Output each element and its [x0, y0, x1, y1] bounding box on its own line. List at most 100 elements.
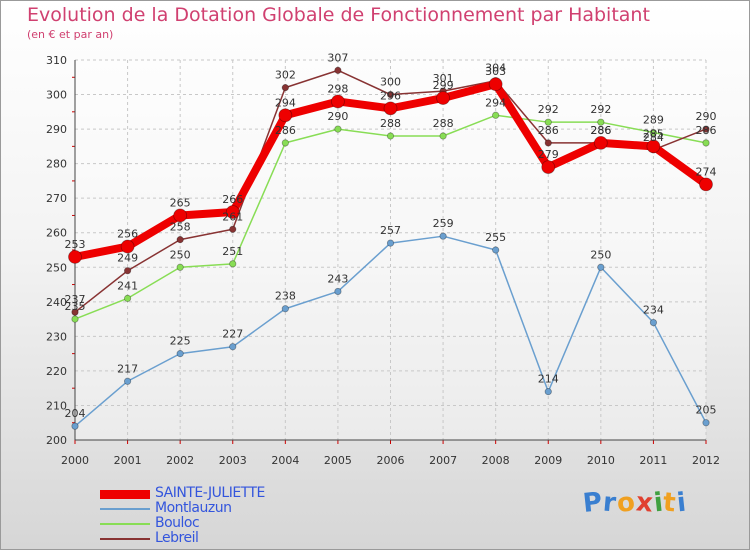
legend-swatch: [100, 523, 150, 525]
data-point-lebreil: [229, 225, 237, 233]
logo-letter: x: [634, 487, 655, 519]
data-label-montlauzun: 225: [170, 335, 191, 348]
data-label-lebreil: 261: [222, 210, 243, 223]
data-point-sainte-juliette: [120, 239, 135, 254]
data-label-bouloc: 294: [485, 96, 506, 109]
data-label-sainte-juliette: 303: [485, 65, 506, 78]
data-point-lebreil: [702, 125, 710, 133]
data-label-lebreil: 290: [696, 110, 717, 123]
data-point-bouloc: [123, 294, 132, 302]
data-point-montlauzun: [492, 246, 500, 254]
data-label-montlauzun: 217: [117, 362, 138, 375]
data-label-lebreil: 258: [170, 221, 191, 234]
proxiti-logo: Proxiti: [581, 487, 689, 519]
chart-subtitle: (en € et par an): [27, 28, 114, 41]
data-label-bouloc: 290: [327, 110, 348, 123]
y-tick-label: 250: [46, 261, 67, 274]
y-tick-label: 260: [46, 227, 67, 240]
data-point-lebreil: [71, 308, 79, 316]
data-point-lebreil: [281, 84, 289, 92]
data-label-montlauzun: 257: [380, 224, 401, 237]
legend-label: Bouloc: [155, 515, 200, 531]
data-point-bouloc: [334, 125, 342, 133]
data-point-montlauzun: [597, 263, 605, 271]
data-label-bouloc: 288: [433, 117, 454, 130]
data-label-bouloc: 286: [696, 124, 717, 137]
x-tick-label: 2002: [166, 454, 194, 467]
legend-swatch: [100, 508, 150, 510]
data-label-montlauzun: 214: [538, 373, 559, 386]
y-tick-label: 200: [46, 434, 67, 447]
data-label-bouloc: 241: [117, 279, 138, 292]
data-label-montlauzun: 238: [275, 290, 296, 303]
x-tick-label: 2000: [61, 454, 89, 467]
data-point-sainte-juliette: [488, 77, 503, 92]
data-point-montlauzun: [386, 239, 395, 247]
data-label-bouloc: 235: [65, 300, 86, 313]
data-label-sainte-juliette: 266: [222, 193, 243, 206]
x-tick-label: 2012: [692, 454, 720, 467]
x-tick-label: 2011: [639, 454, 667, 467]
x-tick-label: 2001: [114, 454, 142, 467]
legend-swatch: [100, 489, 150, 499]
data-point-montlauzun: [334, 287, 342, 296]
data-label-montlauzun: 243: [327, 272, 348, 285]
data-point-bouloc: [702, 139, 710, 147]
data-label-montlauzun: 204: [65, 407, 86, 420]
data-label-sainte-juliette: 285: [643, 127, 664, 140]
data-label-bouloc: 286: [275, 124, 296, 137]
chart-title: Evolution de la Dotation Globale de Fonc…: [27, 4, 650, 26]
data-label-sainte-juliette: 265: [170, 196, 191, 209]
data-label-bouloc: 292: [538, 103, 559, 116]
x-tick-label: 2006: [377, 454, 405, 467]
legend-label: Montlauzun: [155, 500, 232, 516]
data-point-bouloc: [439, 132, 447, 140]
legend-label: SAINTE-JULIETTE: [155, 485, 265, 501]
data-point-montlauzun: [123, 377, 132, 385]
data-point-montlauzun: [281, 305, 289, 313]
data-label-sainte-juliette: 253: [65, 238, 86, 251]
data-point-sainte-juliette: [383, 101, 398, 116]
data-label-sainte-juliette: 286: [590, 124, 611, 137]
x-tick-label: 2005: [324, 454, 352, 467]
data-label-montlauzun: 234: [643, 304, 664, 317]
data-label-sainte-juliette: 294: [275, 96, 296, 109]
y-tick-label: 210: [46, 399, 67, 412]
data-point-bouloc: [386, 132, 395, 140]
data-label-lebreil: 237: [65, 293, 86, 306]
data-point-bouloc: [544, 118, 552, 126]
data-label-lebreil: 301: [433, 72, 454, 85]
data-label-bouloc: 288: [380, 117, 401, 130]
legend-swatch: [100, 538, 150, 540]
y-tick-label: 230: [46, 330, 67, 343]
data-label-lebreil: 284: [643, 131, 664, 144]
logo-letter: i: [675, 487, 689, 519]
data-point-sainte-juliette: [68, 250, 82, 264]
data-label-sainte-juliette: 299: [433, 79, 454, 92]
data-point-montlauzun: [702, 419, 710, 427]
data-point-sainte-juliette: [331, 94, 345, 109]
data-label-lebreil: 249: [117, 252, 138, 265]
data-point-bouloc: [176, 263, 184, 271]
legend-label: Lebreil: [155, 530, 199, 546]
data-point-montlauzun: [544, 388, 552, 396]
y-tick-label: 220: [46, 365, 67, 378]
x-tick-label: 2010: [587, 454, 615, 467]
data-point-sainte-juliette: [593, 136, 608, 150]
data-label-sainte-juliette: 296: [380, 89, 401, 102]
data-point-sainte-juliette: [699, 177, 713, 192]
data-point-lebreil: [123, 267, 132, 275]
data-point-sainte-juliette: [646, 139, 661, 154]
data-point-montlauzun: [229, 343, 237, 351]
data-point-bouloc: [281, 139, 289, 147]
data-label-montlauzun: 255: [485, 231, 506, 244]
data-label-lebreil: 302: [275, 69, 296, 82]
x-tick-label: 2004: [271, 454, 299, 467]
data-point-montlauzun: [649, 318, 658, 327]
data-label-sainte-juliette: 256: [117, 228, 138, 241]
data-point-lebreil: [176, 236, 184, 244]
data-label-lebreil: 286: [538, 124, 559, 137]
data-point-bouloc: [229, 260, 237, 268]
data-label-lebreil: 286: [590, 124, 611, 137]
